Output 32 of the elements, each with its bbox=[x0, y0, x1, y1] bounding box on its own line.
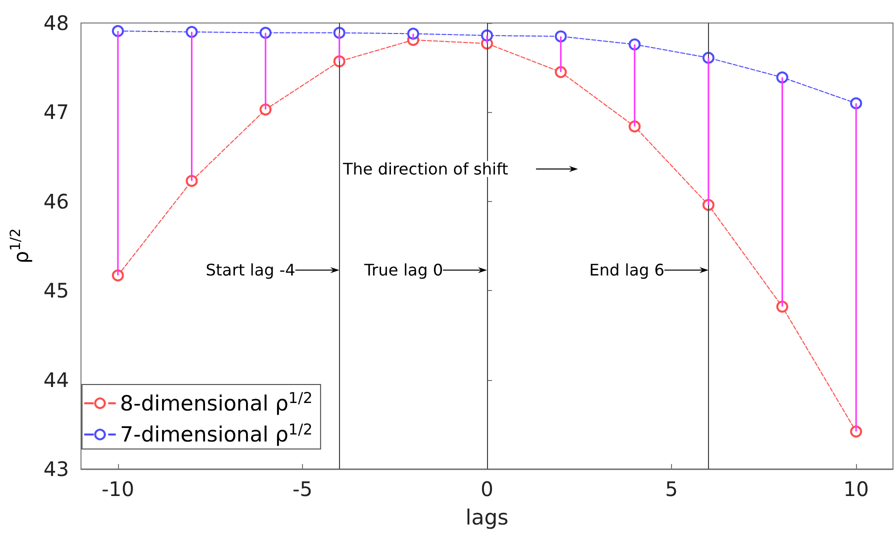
point bbox=[186, 174, 198, 187]
annotation: End lag 6 bbox=[589, 260, 664, 280]
point bbox=[628, 120, 641, 132]
x-tick-label: -10 bbox=[102, 477, 134, 501]
annotation: Start lag -4 bbox=[206, 260, 296, 280]
y-tick-label: 44 bbox=[44, 368, 69, 392]
y-tick-label: 46 bbox=[44, 189, 69, 214]
y-axis-title: ρ1/2 bbox=[8, 228, 33, 264]
annotation: True lag 0 bbox=[363, 260, 443, 280]
point bbox=[554, 30, 567, 42]
y-tick-label: 45 bbox=[44, 278, 69, 303]
point bbox=[186, 26, 198, 38]
point bbox=[112, 25, 124, 38]
y-tick-label: 48 bbox=[44, 11, 69, 35]
x-tick-label: 5 bbox=[665, 477, 678, 501]
point bbox=[776, 300, 788, 313]
point bbox=[776, 71, 788, 84]
x-axis-title: lags bbox=[466, 506, 508, 530]
x-tick-label: 0 bbox=[480, 477, 494, 501]
point bbox=[260, 26, 272, 39]
point bbox=[260, 104, 272, 116]
point bbox=[628, 38, 641, 50]
point bbox=[112, 269, 124, 282]
y-tick-label: 47 bbox=[44, 100, 69, 124]
y-tick-label: 43 bbox=[44, 457, 69, 481]
point bbox=[850, 426, 862, 438]
point bbox=[850, 97, 862, 110]
annotation: The direction of shift bbox=[342, 160, 508, 178]
x-tick-label: -5 bbox=[292, 477, 312, 501]
x-tick-label: 10 bbox=[843, 477, 869, 501]
point bbox=[407, 28, 420, 40]
point bbox=[554, 66, 567, 78]
